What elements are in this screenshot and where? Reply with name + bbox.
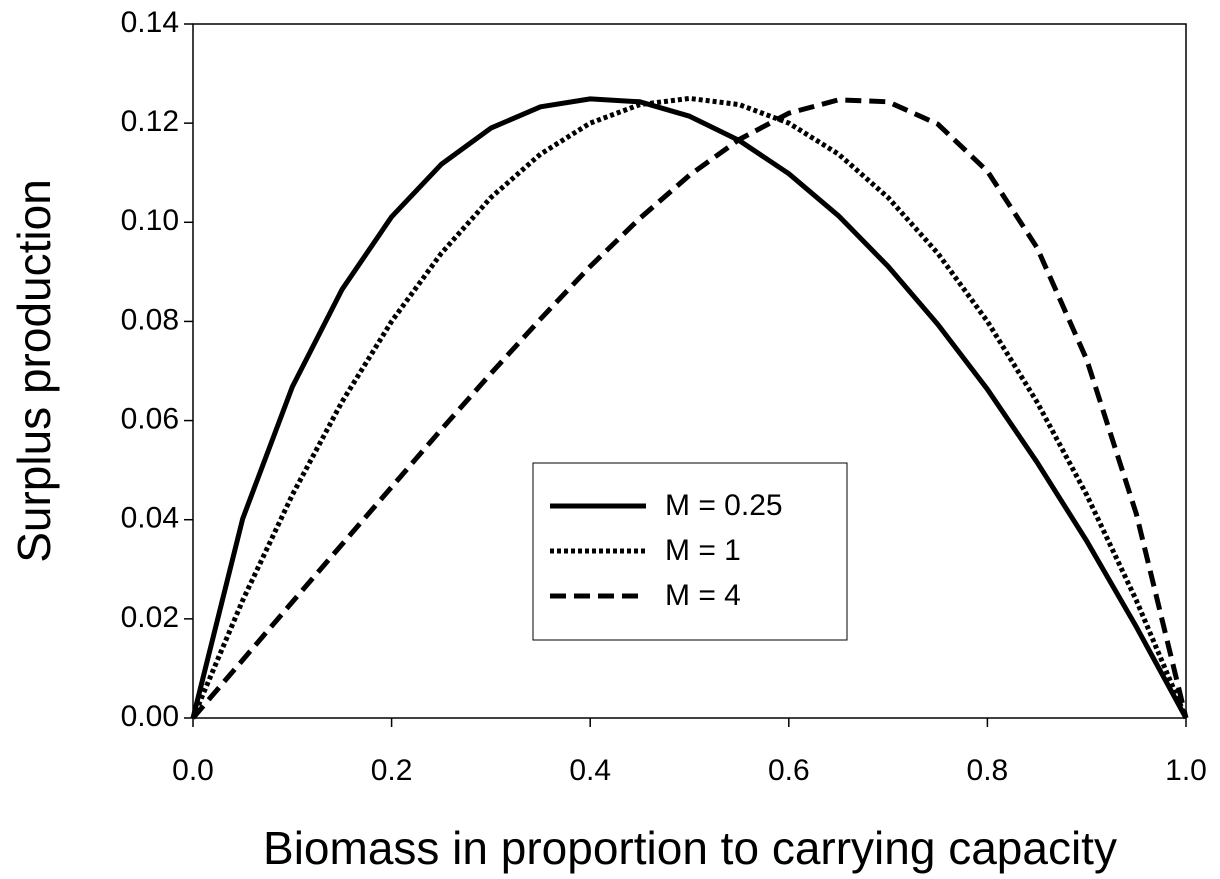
y-tick-label: 0.00 (121, 700, 179, 733)
series-line (191, 97, 1189, 720)
legend-label: M = 0.25 (665, 489, 783, 522)
y-tick-label: 0.06 (121, 402, 179, 435)
legend-label: M = 4 (665, 579, 741, 612)
x-tick-label: 0.6 (768, 754, 810, 787)
x-tick-label: 0.2 (371, 754, 413, 787)
y-tick-label: 0.14 (121, 6, 179, 39)
plot-frame (192, 23, 1187, 719)
x-tick-label: 0.0 (172, 754, 214, 787)
y-tick-label: 0.08 (121, 303, 179, 336)
series-line (190, 95, 1189, 719)
y-tick-label: 0.10 (121, 204, 179, 237)
x-tick-label: 0.8 (967, 754, 1009, 787)
x-tick-label: 0.4 (569, 754, 611, 787)
x-tick-label: 1.0 (1165, 754, 1207, 787)
x-axis-title: Biomass in proportion to carrying capaci… (263, 822, 1117, 874)
y-tick-label: 0.04 (121, 502, 179, 535)
y-tick-label: 0.12 (121, 105, 179, 138)
y-tick-label: 0.02 (121, 601, 179, 634)
y-axis-title: Surplus production (8, 179, 60, 563)
series-line (190, 96, 1189, 720)
legend-label: M = 1 (665, 534, 741, 567)
